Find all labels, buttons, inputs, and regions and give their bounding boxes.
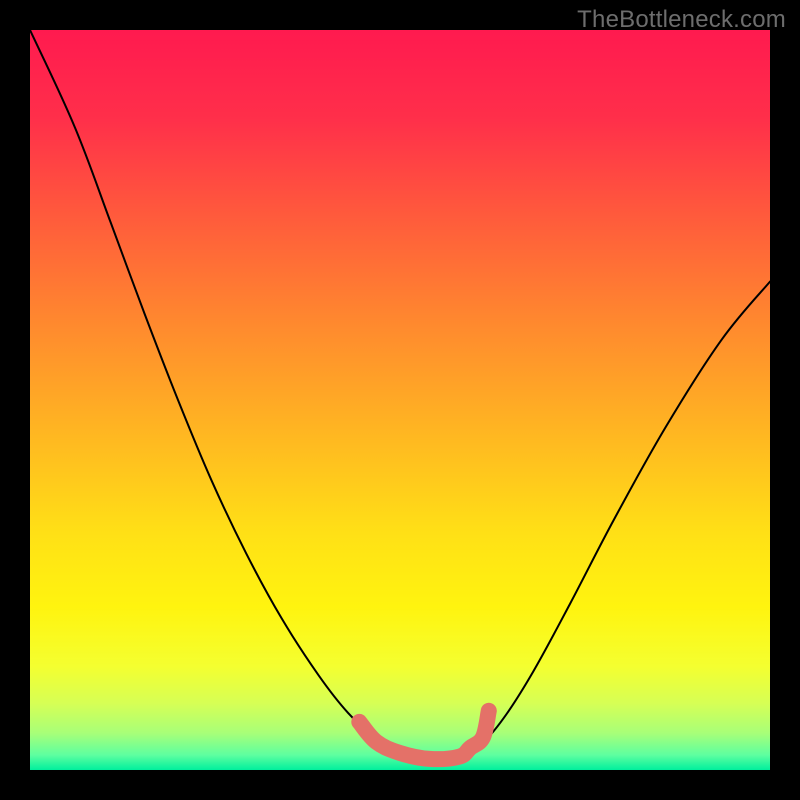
watermark-text: TheBottleneck.com bbox=[577, 6, 786, 34]
chart-frame: TheBottleneck.com bbox=[0, 0, 800, 800]
plot-background bbox=[30, 30, 770, 770]
bottleneck-chart bbox=[0, 0, 800, 800]
